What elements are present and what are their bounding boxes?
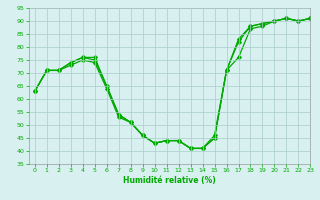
X-axis label: Humidité relative (%): Humidité relative (%) xyxy=(123,176,216,185)
